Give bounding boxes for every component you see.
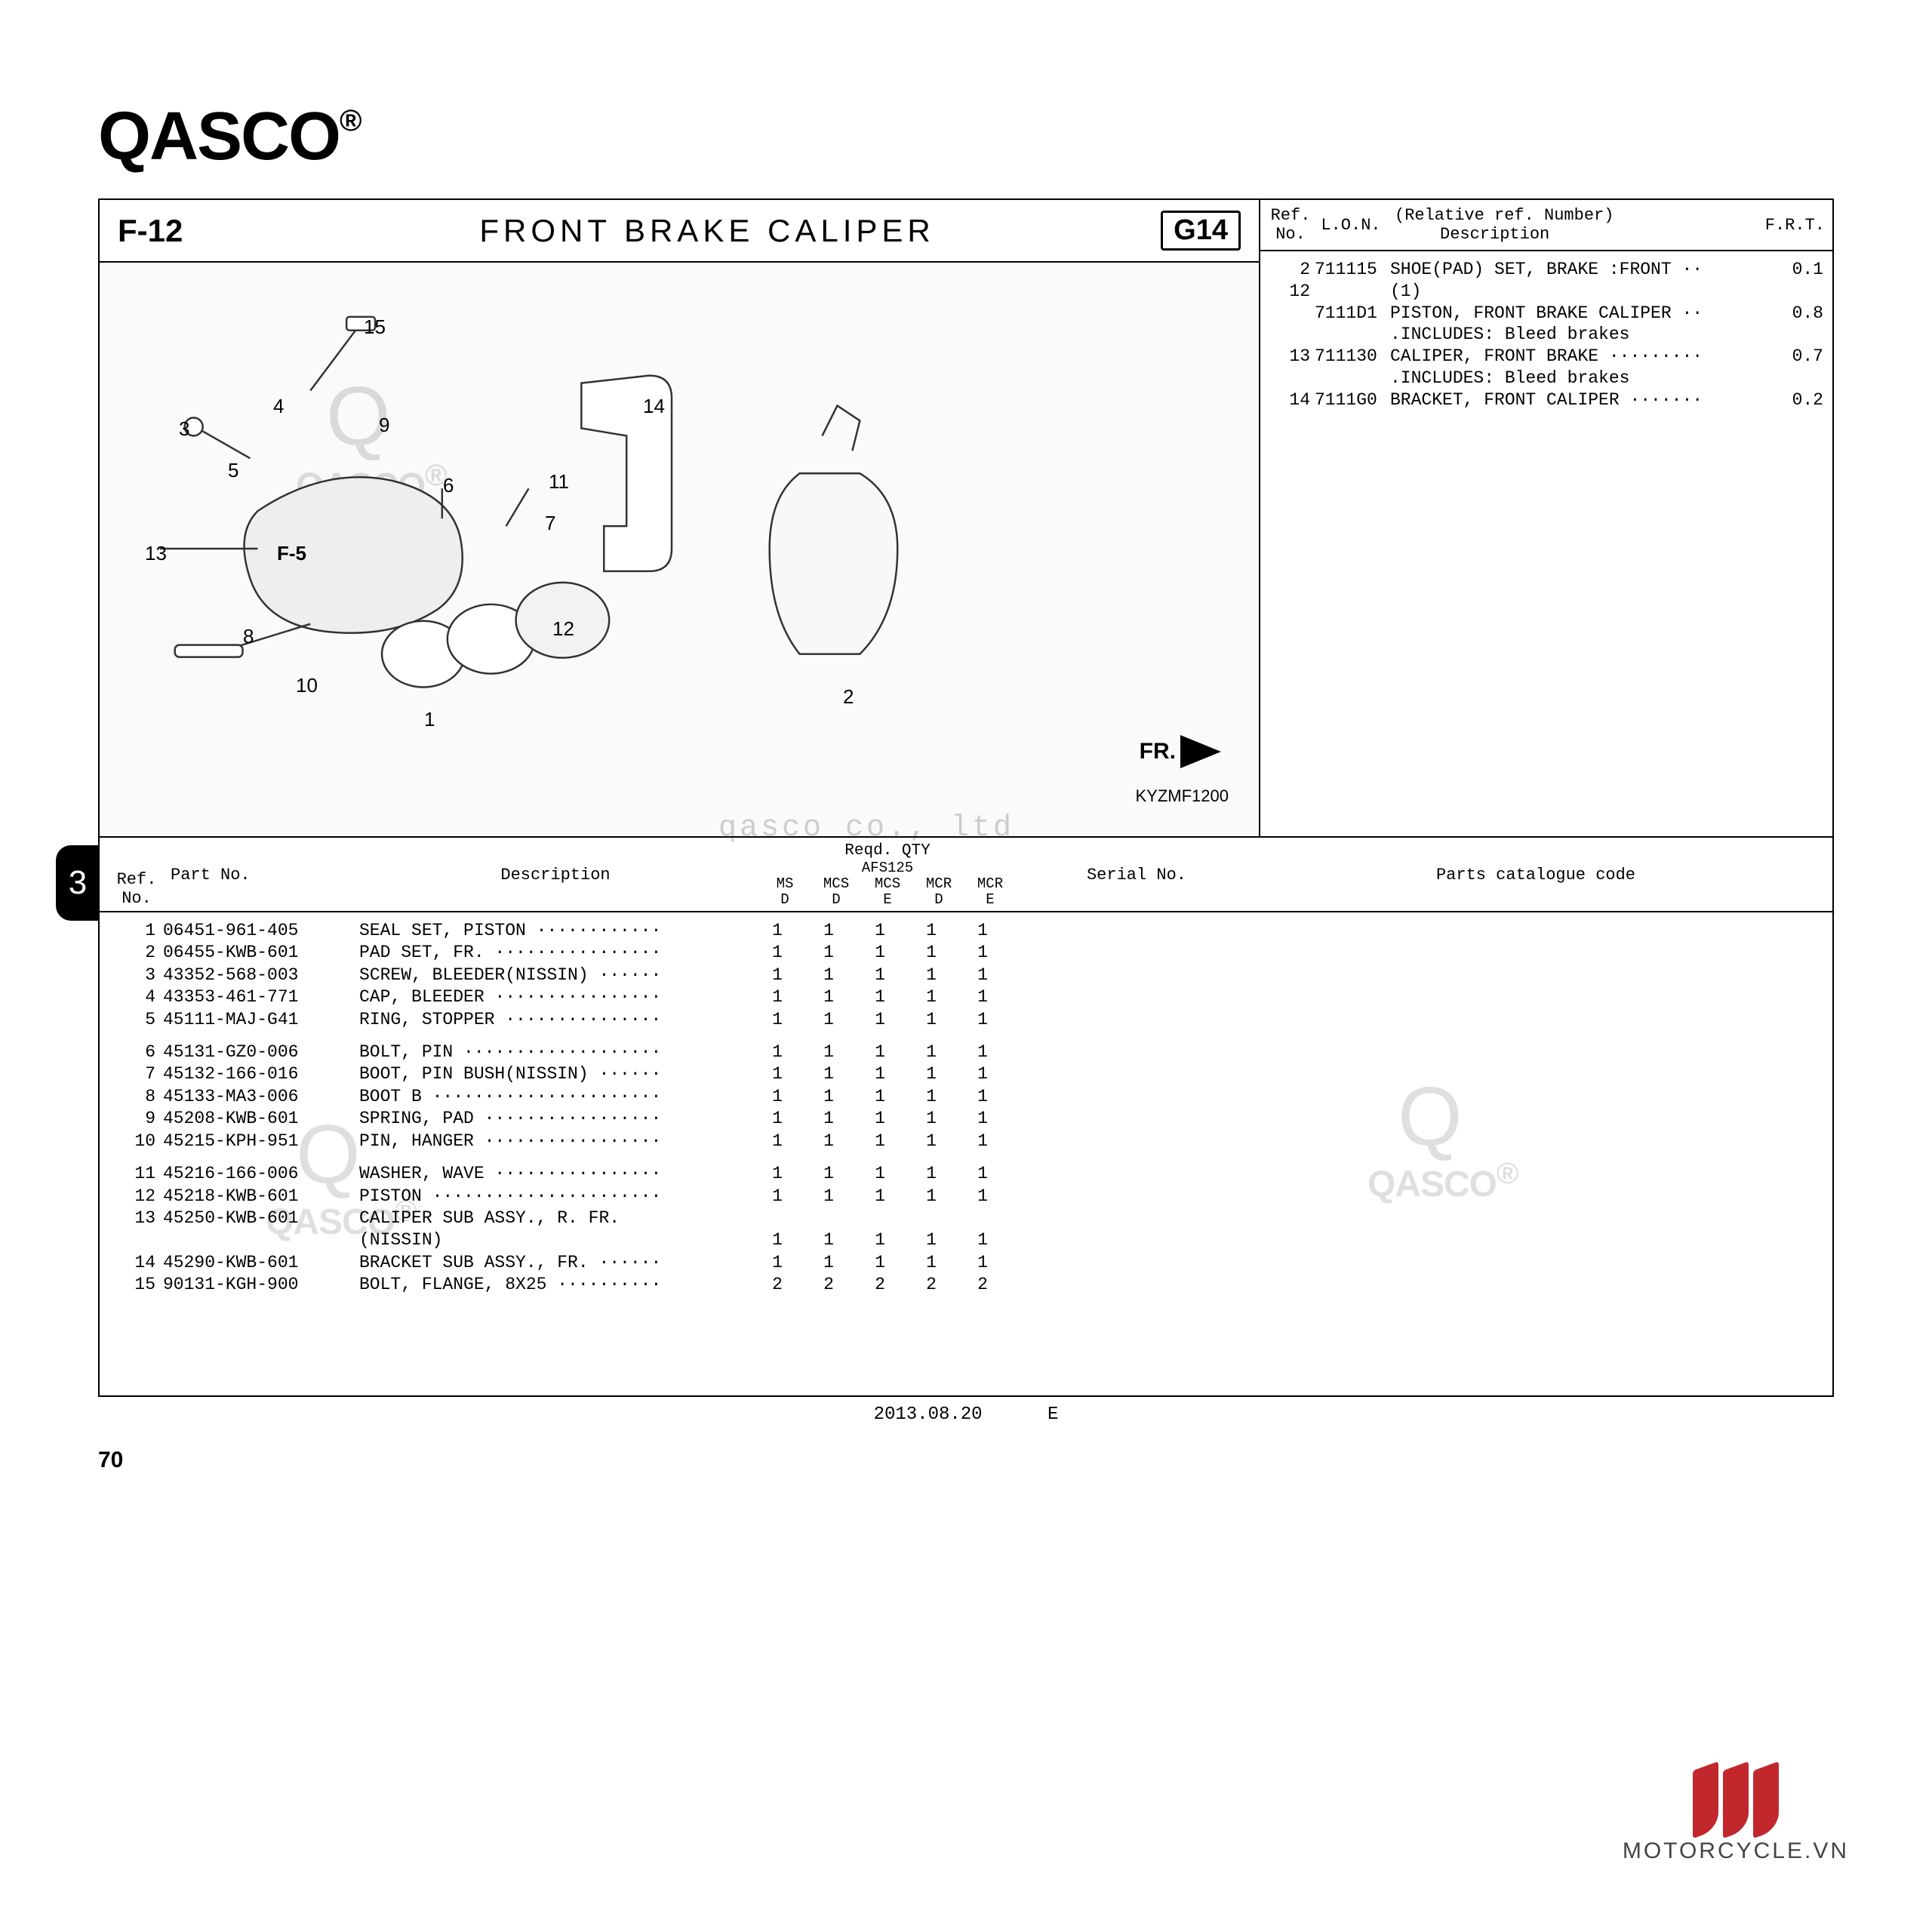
top-section: F-12 FRONT BRAKE CALIPER G14 Q QASCO® [100, 200, 1832, 838]
footer-lang: E [1048, 1404, 1058, 1425]
diagram-svg [100, 263, 1259, 835]
ref-row: .INCLUDES: Bleed brakes [1269, 324, 1823, 346]
g-code-box: G14 [1161, 211, 1241, 251]
ref-body: 2711115SHOE(PAD) SET, BRAKE :FRONT ··0.1… [1260, 251, 1832, 418]
arrow-icon [1180, 735, 1221, 768]
ref-row: 2711115SHOE(PAD) SET, BRAKE :FRONT ··0.1 [1269, 259, 1823, 281]
ref-header: Ref.No. L.O.N. (Relative ref. Number) De… [1260, 200, 1832, 251]
brand-header: QASCO® [98, 98, 1834, 176]
footer-date: 2013.08.20 [874, 1404, 983, 1425]
exploded-diagram: Q QASCO® [100, 263, 1259, 836]
ref-row: 12(1) [1269, 281, 1823, 303]
ref-hdr-desc: (Relative ref. Number) Description [1389, 206, 1764, 244]
fr-direction-arrow: FR. [1140, 735, 1221, 768]
callout-number: 15 [364, 315, 386, 339]
brand-name: QASCO [98, 99, 340, 174]
ph-qty: Reqd. QTY AFS125 MSDMCSDMCSEMCRDMCRE [752, 842, 1023, 908]
parts-row: 1590131-KGH-900BOLT, FLANGE, 8X25 ······… [110, 1274, 1822, 1296]
ref-hdr-refno: Ref.No. [1268, 206, 1313, 244]
drawing-code: KYZMF1200 [1136, 786, 1229, 806]
f5-cross-ref: F-5 [277, 542, 306, 565]
parts-header-row: Ref.No. Part No. Description Reqd. QTY A… [100, 838, 1832, 912]
ref-row: 13711130CALIPER, FRONT BRAKE ·········0.… [1269, 346, 1823, 368]
ref-hdr-frt: F.R.T. [1764, 216, 1825, 235]
parts-row: 206455-KWB-601PAD SET, FR. ·············… [110, 942, 1822, 964]
ph-catalog-code: Parts catalogue code [1250, 866, 1822, 884]
ph-partno: Part No. [163, 866, 359, 884]
parts-row: 343352-568-003SCREW, BLEEDER(NISSIN) ···… [110, 964, 1822, 986]
catalog-frame: F-12 FRONT BRAKE CALIPER G14 Q QASCO® [98, 198, 1834, 1397]
parts-row: 1445290-KWB-601BRACKET SUB ASSY., FR. ··… [110, 1252, 1822, 1274]
parts-row: 1345250-KWB-601CALIPER SUB ASSY., R. FR. [110, 1208, 1822, 1229]
parts-row: 1045215-KPH-951PIN, HANGER ·············… [110, 1131, 1822, 1152]
section-code: F-12 [118, 213, 254, 249]
footer: 2013.08.20 E [98, 1397, 1834, 1443]
callout-number: 4 [273, 395, 284, 418]
qty-col-head: MCRE [964, 876, 1016, 908]
qty-col-head: MCSD [811, 876, 862, 908]
qty-col-head: MSD [759, 876, 811, 908]
diagram-column: F-12 FRONT BRAKE CALIPER G14 Q QASCO® [100, 200, 1259, 836]
parts-body: qasco co., ltd Q QASCO® Q QASCO® 106451-… [100, 912, 1832, 1395]
callout-number: 1 [424, 708, 435, 731]
parts-row: 545111-MAJ-G41RING, STOPPER ············… [110, 1009, 1822, 1031]
ref-column: Ref.No. L.O.N. (Relative ref. Number) De… [1259, 200, 1832, 836]
ref-row: 7111D1PISTON, FRONT BRAKE CALIPER ··0.8 [1269, 303, 1823, 325]
callout-number: 7 [545, 512, 555, 535]
qty-col-head: MCSE [862, 876, 913, 908]
parts-row: 106451-961-405SEAL SET, PISTON ·········… [110, 920, 1822, 942]
parts-row: 945208-KWB-601SPRING, PAD ··············… [110, 1108, 1822, 1130]
callout-number: 13 [145, 542, 167, 565]
catalog-page: QASCO® F-12 FRONT BRAKE CALIPER G14 Q QA… [98, 98, 1834, 1443]
page-number: 70 [98, 1447, 123, 1473]
logo-text: MOTORCYCLE.VN [1623, 1838, 1849, 1864]
chapter-tab: 3 [56, 845, 100, 921]
section-title: FRONT BRAKE CALIPER [254, 213, 1161, 249]
ref-hdr-lon: L.O.N. [1313, 216, 1389, 235]
ph-ref: Ref.No. [110, 870, 163, 908]
parts-row: 1245218-KWB-601PISTON ··················… [110, 1186, 1822, 1208]
brand-reg: ® [340, 104, 360, 137]
callout-number: 14 [643, 395, 665, 418]
parts-row: 1145216-166-006WASHER, WAVE ············… [110, 1163, 1822, 1185]
callout-number: 12 [552, 617, 574, 641]
diagram-header: F-12 FRONT BRAKE CALIPER G14 [100, 200, 1259, 263]
ph-serial: Serial No. [1023, 866, 1250, 884]
fr-label: FR. [1140, 739, 1176, 764]
ref-row: 147111G0BRACKET, FRONT CALIPER ·······0.… [1269, 389, 1823, 411]
callout-number: 11 [549, 470, 569, 494]
parts-row: 845133-MA3-006BOOT B ···················… [110, 1086, 1822, 1108]
callout-number: 2 [843, 685, 854, 709]
qty-col-head: MCRD [913, 876, 964, 908]
logo-bars-icon [1623, 1766, 1849, 1834]
callout-number: 3 [179, 417, 189, 441]
parts-row: (NISSIN)11111 [110, 1229, 1822, 1251]
parts-row: 645131-GZ0-006BOLT, PIN ················… [110, 1041, 1822, 1063]
callout-number: 8 [243, 625, 254, 648]
callout-number: 10 [296, 674, 318, 697]
callout-number: 6 [443, 474, 454, 497]
callout-number: 5 [228, 459, 238, 482]
ref-row: .INCLUDES: Bleed brakes [1269, 368, 1823, 389]
motorcycle-logo: MOTORCYCLE.VN [1623, 1766, 1849, 1864]
ph-desc: Description [359, 866, 752, 884]
parts-row: 443353-461-771CAP, BLEEDER ·············… [110, 986, 1822, 1008]
bottom-section: 3 Ref.No. Part No. Description Reqd. QTY… [100, 838, 1832, 1395]
callout-number: 9 [379, 414, 389, 437]
parts-row: 745132-166-016BOOT, PIN BUSH(NISSIN) ···… [110, 1063, 1822, 1085]
